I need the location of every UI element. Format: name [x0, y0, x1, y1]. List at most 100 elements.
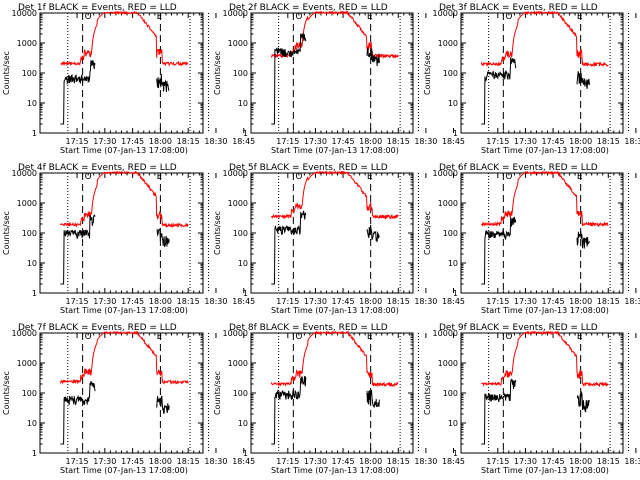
x-tick-label: 18:15 — [387, 457, 410, 466]
x-tick-label: 18:30 — [624, 297, 640, 306]
y-axis-label: Counts/sec — [213, 211, 222, 255]
y-tick-label: 10 — [238, 419, 248, 428]
series-events — [481, 57, 517, 125]
x-tick-label: 17:15 — [486, 137, 509, 146]
x-tick-label: 17:15 — [276, 297, 299, 306]
marker-e: E — [367, 332, 373, 342]
y-tick-label: 1 — [32, 289, 37, 298]
y-axis-label: Counts/sec — [2, 51, 11, 95]
x-tick-label: 18:30 — [624, 137, 640, 146]
panel-8: Det 8f BLACK = Events, RED = LLD 1 10 100 10… — [213, 323, 465, 475]
series-events — [156, 73, 170, 93]
y-tick-label: 10000 — [12, 329, 37, 338]
series-events — [481, 378, 517, 445]
y-tick-label: 1 — [32, 129, 37, 138]
x-tick-label: 18:15 — [177, 137, 200, 146]
y-tick-label: 10000 — [433, 329, 458, 338]
panel-7: Det 7f BLACK = Events, RED = LLD 1 10 100 10… — [2, 323, 255, 475]
series-events — [576, 71, 590, 89]
series-events — [60, 380, 96, 445]
x-tick-label: 18:30 — [204, 297, 227, 306]
y-tick-label: 1000 — [228, 359, 248, 368]
panel-5: Det 5f BLACK = Events, RED = LLD 1 10 100 10… — [213, 163, 465, 315]
x-tick-label: 17:15 — [66, 457, 89, 466]
y-tick-label: 10 — [27, 99, 37, 108]
series-lld — [60, 10, 189, 68]
y-tick-label: 100 — [22, 389, 37, 398]
y-tick-label: 1000 — [17, 199, 37, 208]
marker-o: O — [85, 172, 92, 182]
y-tick-label: 10000 — [12, 9, 37, 18]
x-tick-label: 17:15 — [66, 137, 89, 146]
y-tick-label: 10 — [448, 419, 458, 428]
marker-e: E — [577, 12, 583, 22]
marker-o: O — [295, 12, 302, 22]
x-axis-label: Start Time (07-Jan-13 17:08:00) — [60, 466, 188, 475]
x-tick-label: 18:00 — [359, 457, 382, 466]
x-tick-label: 18:45 — [442, 457, 465, 466]
y-tick-label: 1 — [453, 289, 458, 298]
series-events — [576, 231, 590, 249]
x-tick-label: 18:00 — [149, 457, 172, 466]
y-tick-label: 1000 — [17, 359, 37, 368]
x-tick-label: 17:45 — [121, 297, 144, 306]
x-tick-label: 18:30 — [414, 137, 437, 146]
x-tick-label: 18:15 — [177, 457, 200, 466]
x-tick-label: 18:15 — [387, 297, 410, 306]
panel-title: Det 2f BLACK = Events, RED = LLD — [229, 3, 388, 13]
x-tick-label: 17:15 — [276, 137, 299, 146]
y-tick-label: 10 — [238, 259, 248, 268]
x-tick-label: 17:15 — [486, 297, 509, 306]
series-lld — [480, 10, 609, 68]
y-tick-label: 100 — [443, 389, 458, 398]
plot-frame — [39, 332, 204, 454]
y-axis-label: Counts/sec — [2, 371, 11, 415]
panel-6: Det 6f BLACK = Events, RED = LLD 1 10 100 10… — [423, 163, 640, 315]
x-tick-label: 18:00 — [569, 137, 592, 146]
y-tick-label: 1 — [243, 129, 248, 138]
y-tick-label: 10000 — [223, 169, 248, 178]
y-axis-label: Counts/sec — [423, 51, 432, 95]
y-tick-label: 1000 — [228, 199, 248, 208]
plot-frame — [250, 332, 414, 454]
marker-e: E — [577, 332, 583, 342]
series-events — [60, 214, 96, 285]
y-tick-label: 1000 — [438, 359, 458, 368]
y-tick-label: 1000 — [228, 39, 248, 48]
x-tick-label: 18:30 — [414, 297, 437, 306]
series-events — [156, 228, 170, 248]
x-tick-label: 18:45 — [232, 137, 255, 146]
series-events — [271, 32, 307, 125]
y-tick-label: 1000 — [438, 39, 458, 48]
x-tick-label: 18:30 — [414, 457, 437, 466]
marker-o: O — [85, 332, 92, 342]
series-events — [366, 389, 380, 408]
series-lld — [59, 330, 189, 385]
y-tick-label: 1 — [243, 449, 248, 458]
x-tick-label: 17:15 — [66, 297, 89, 306]
series-lld — [481, 330, 609, 388]
series-events — [366, 224, 380, 243]
marker-e: E — [367, 172, 373, 182]
series-lld — [271, 170, 399, 220]
plot-frame — [39, 12, 204, 134]
x-tick-label: 17:45 — [542, 297, 565, 306]
x-axis-label: Start Time (07-Jan-13 17:08:00) — [481, 466, 609, 475]
x-tick-label: 17:30 — [93, 457, 116, 466]
x-tick-label: 18:15 — [177, 297, 200, 306]
x-tick-label: 17:15 — [486, 457, 509, 466]
panel-title: Det 5f BLACK = Events, RED = LLD — [229, 163, 388, 173]
y-tick-label: 10 — [238, 99, 248, 108]
panel-1: Det 1f BLACK = Events, RED = LLD 1 10 100 10… — [2, 3, 255, 155]
panel-9: Det 9f BLACK = Events, RED = LLD 1 10 100 10… — [423, 323, 640, 475]
y-tick-label: 10 — [27, 419, 37, 428]
panel-title: Det 4f BLACK = Events, RED = LLD — [18, 163, 177, 173]
y-tick-label: 1000 — [17, 39, 37, 48]
y-tick-label: 100 — [22, 229, 37, 238]
x-tick-label: 18:00 — [569, 297, 592, 306]
series-events — [60, 60, 96, 125]
x-tick-label: 18:15 — [597, 137, 620, 146]
series-lld — [480, 170, 609, 228]
panel-2: Det 2f BLACK = Events, RED = LLD 1 10 100 10… — [213, 3, 465, 155]
